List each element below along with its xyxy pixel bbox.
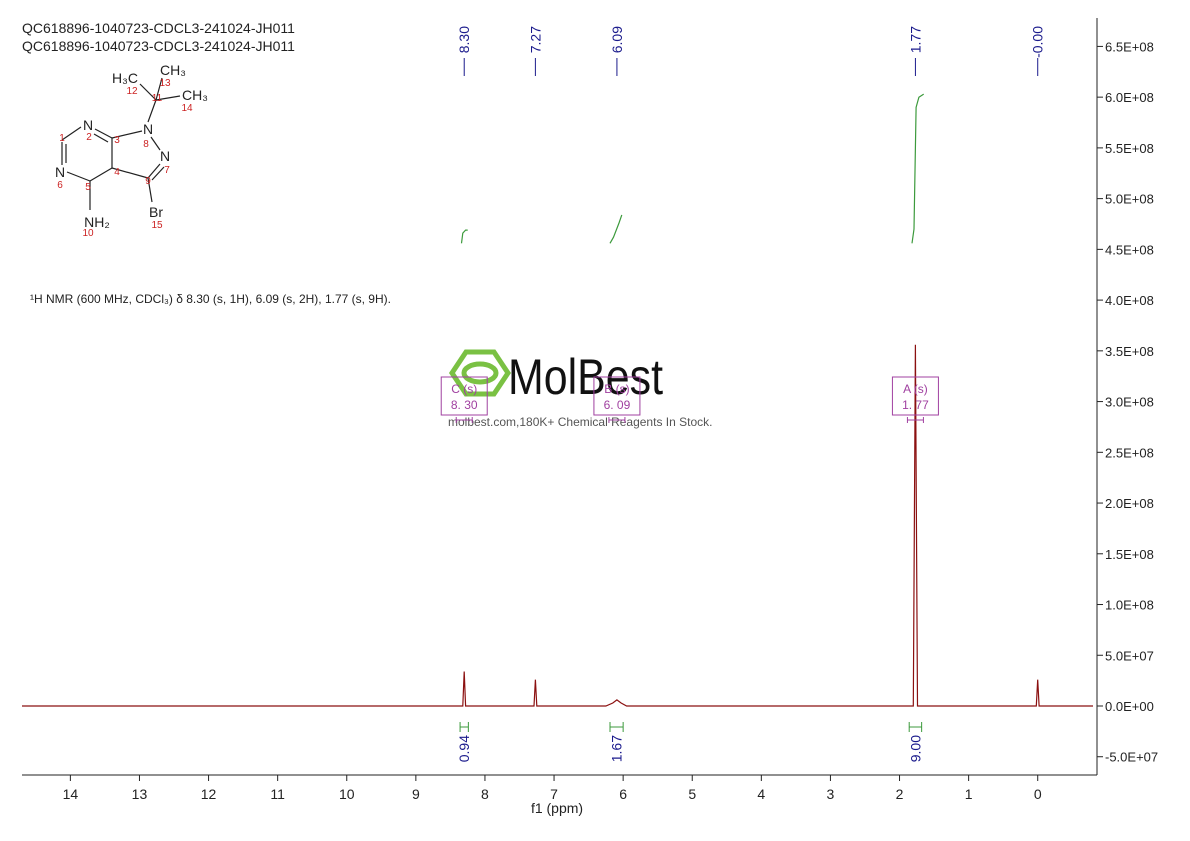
integration-value: 0.94 bbox=[456, 735, 472, 762]
nmr-description: ¹H NMR (600 MHz, CDCl₃) δ 8.30 (s, 1H), … bbox=[30, 292, 391, 306]
multiplet-shift: 6. 09 bbox=[604, 398, 631, 412]
integration-value: 9.00 bbox=[907, 735, 923, 762]
integration-bracket bbox=[609, 722, 624, 732]
integral-curve bbox=[460, 229, 468, 244]
y-tick-label: 3.0E+08 bbox=[1105, 395, 1154, 410]
atom-number: 2 bbox=[86, 132, 92, 143]
y-tick-label: 4.5E+08 bbox=[1105, 242, 1154, 257]
integration-bracket bbox=[908, 722, 923, 732]
multiplet-range bbox=[906, 417, 924, 423]
structure-bonds bbox=[61, 77, 181, 210]
atom-label: H₃C bbox=[112, 70, 138, 86]
x-tick-label: 11 bbox=[270, 786, 285, 802]
atom-label: N bbox=[143, 121, 153, 137]
multiplet-range bbox=[455, 417, 473, 423]
y-tick-label: 3.5E+08 bbox=[1105, 344, 1154, 359]
peak-label: 1.77 bbox=[907, 26, 923, 53]
y-tick-label: 5.5E+08 bbox=[1105, 141, 1154, 156]
x-tick-label: 12 bbox=[201, 786, 217, 802]
x-tick-label: 9 bbox=[412, 786, 420, 802]
y-tick-label: 5.0E+07 bbox=[1105, 648, 1154, 663]
atom-label: NH₂ bbox=[84, 214, 110, 230]
atom-label: N bbox=[160, 148, 170, 164]
x-tick-label: 10 bbox=[339, 786, 355, 802]
multiplet-range bbox=[608, 417, 626, 423]
y-tick-label: 6.0E+08 bbox=[1105, 90, 1154, 105]
integral-curve bbox=[911, 93, 925, 244]
x-tick-label: 1 bbox=[965, 786, 973, 802]
peak-label: -0.00 bbox=[1030, 26, 1046, 58]
peak-label: 7.27 bbox=[527, 26, 543, 53]
atom-label: N bbox=[55, 164, 65, 180]
multiplet-name: A (s) bbox=[903, 382, 928, 396]
atom-label: N bbox=[83, 117, 93, 133]
y-tick-label: 2.5E+08 bbox=[1105, 445, 1154, 460]
y-tick-label: 1.5E+08 bbox=[1105, 547, 1154, 562]
y-tick-label: 2.0E+08 bbox=[1105, 496, 1154, 511]
x-tick-label: 8 bbox=[481, 786, 489, 802]
multiplet-box bbox=[593, 376, 641, 416]
multiplet-box bbox=[891, 376, 939, 416]
atom-number: 12 bbox=[126, 86, 138, 97]
y-tick-label: 6.5E+08 bbox=[1105, 39, 1154, 54]
x-tick-label: 4 bbox=[757, 786, 765, 802]
integration-value: 1.67 bbox=[609, 735, 625, 762]
x-tick-label: 6 bbox=[619, 786, 627, 802]
atom-number: 4 bbox=[114, 167, 120, 178]
x-tick-label: 7 bbox=[550, 786, 558, 802]
atom-number: 5 bbox=[85, 182, 91, 193]
watermark-logo bbox=[448, 349, 512, 397]
multiplet-name: C (s) bbox=[451, 382, 477, 396]
x-axis-label: f1 (ppm) bbox=[531, 800, 583, 816]
x-tick-label: 5 bbox=[688, 786, 696, 802]
x-tick-label: 13 bbox=[132, 786, 148, 802]
multiplet-box bbox=[440, 376, 488, 416]
atom-number: 13 bbox=[159, 78, 171, 89]
atom-number: 8 bbox=[143, 139, 149, 150]
multiplet-name: B (s) bbox=[604, 382, 629, 396]
y-tick-label: -5.0E+07 bbox=[1105, 750, 1158, 765]
atom-number: 15 bbox=[151, 220, 163, 231]
atom-label: CH₃ bbox=[182, 87, 208, 103]
integration-bracket bbox=[459, 722, 469, 732]
y-tick-label: 4.0E+08 bbox=[1105, 293, 1154, 308]
multiplet-shift: 1. 77 bbox=[902, 398, 929, 412]
atom-number: 1 bbox=[59, 133, 65, 144]
atom-number: 10 bbox=[82, 228, 94, 239]
atom-number: 3 bbox=[114, 135, 120, 146]
chart-subtitle: QC618896-1040723-CDCL3-241024-JH011 bbox=[22, 38, 295, 54]
watermark-caption: molbest.com,180K+ Chemical Reagents In S… bbox=[448, 415, 712, 429]
x-tick-label: 0 bbox=[1034, 786, 1042, 802]
atom-number: 11 bbox=[152, 93, 163, 104]
multiplet-shift: 8. 30 bbox=[451, 398, 478, 412]
y-tick-label: 5.0E+08 bbox=[1105, 192, 1154, 207]
spectrum bbox=[22, 344, 1093, 707]
atom-label: Br bbox=[149, 204, 163, 220]
y-tick-label: 0.0E+00 bbox=[1105, 699, 1154, 714]
peak-label: 6.09 bbox=[609, 26, 625, 53]
atom-label: CH₃ bbox=[160, 62, 186, 78]
x-tick-label: 14 bbox=[63, 786, 79, 802]
x-tick-label: 2 bbox=[896, 786, 904, 802]
x-tick-label: 3 bbox=[827, 786, 835, 802]
chart-title: QC618896-1040723-CDCL3-241024-JH011 bbox=[22, 20, 295, 36]
atom-number: 9 bbox=[145, 176, 151, 187]
peak-label: 8.30 bbox=[456, 26, 472, 53]
atom-number: 14 bbox=[181, 103, 193, 114]
atom-number: 6 bbox=[57, 180, 63, 191]
integral-curve bbox=[609, 214, 623, 244]
atom-number: 7 bbox=[164, 165, 170, 176]
y-tick-label: 1.0E+08 bbox=[1105, 598, 1154, 613]
